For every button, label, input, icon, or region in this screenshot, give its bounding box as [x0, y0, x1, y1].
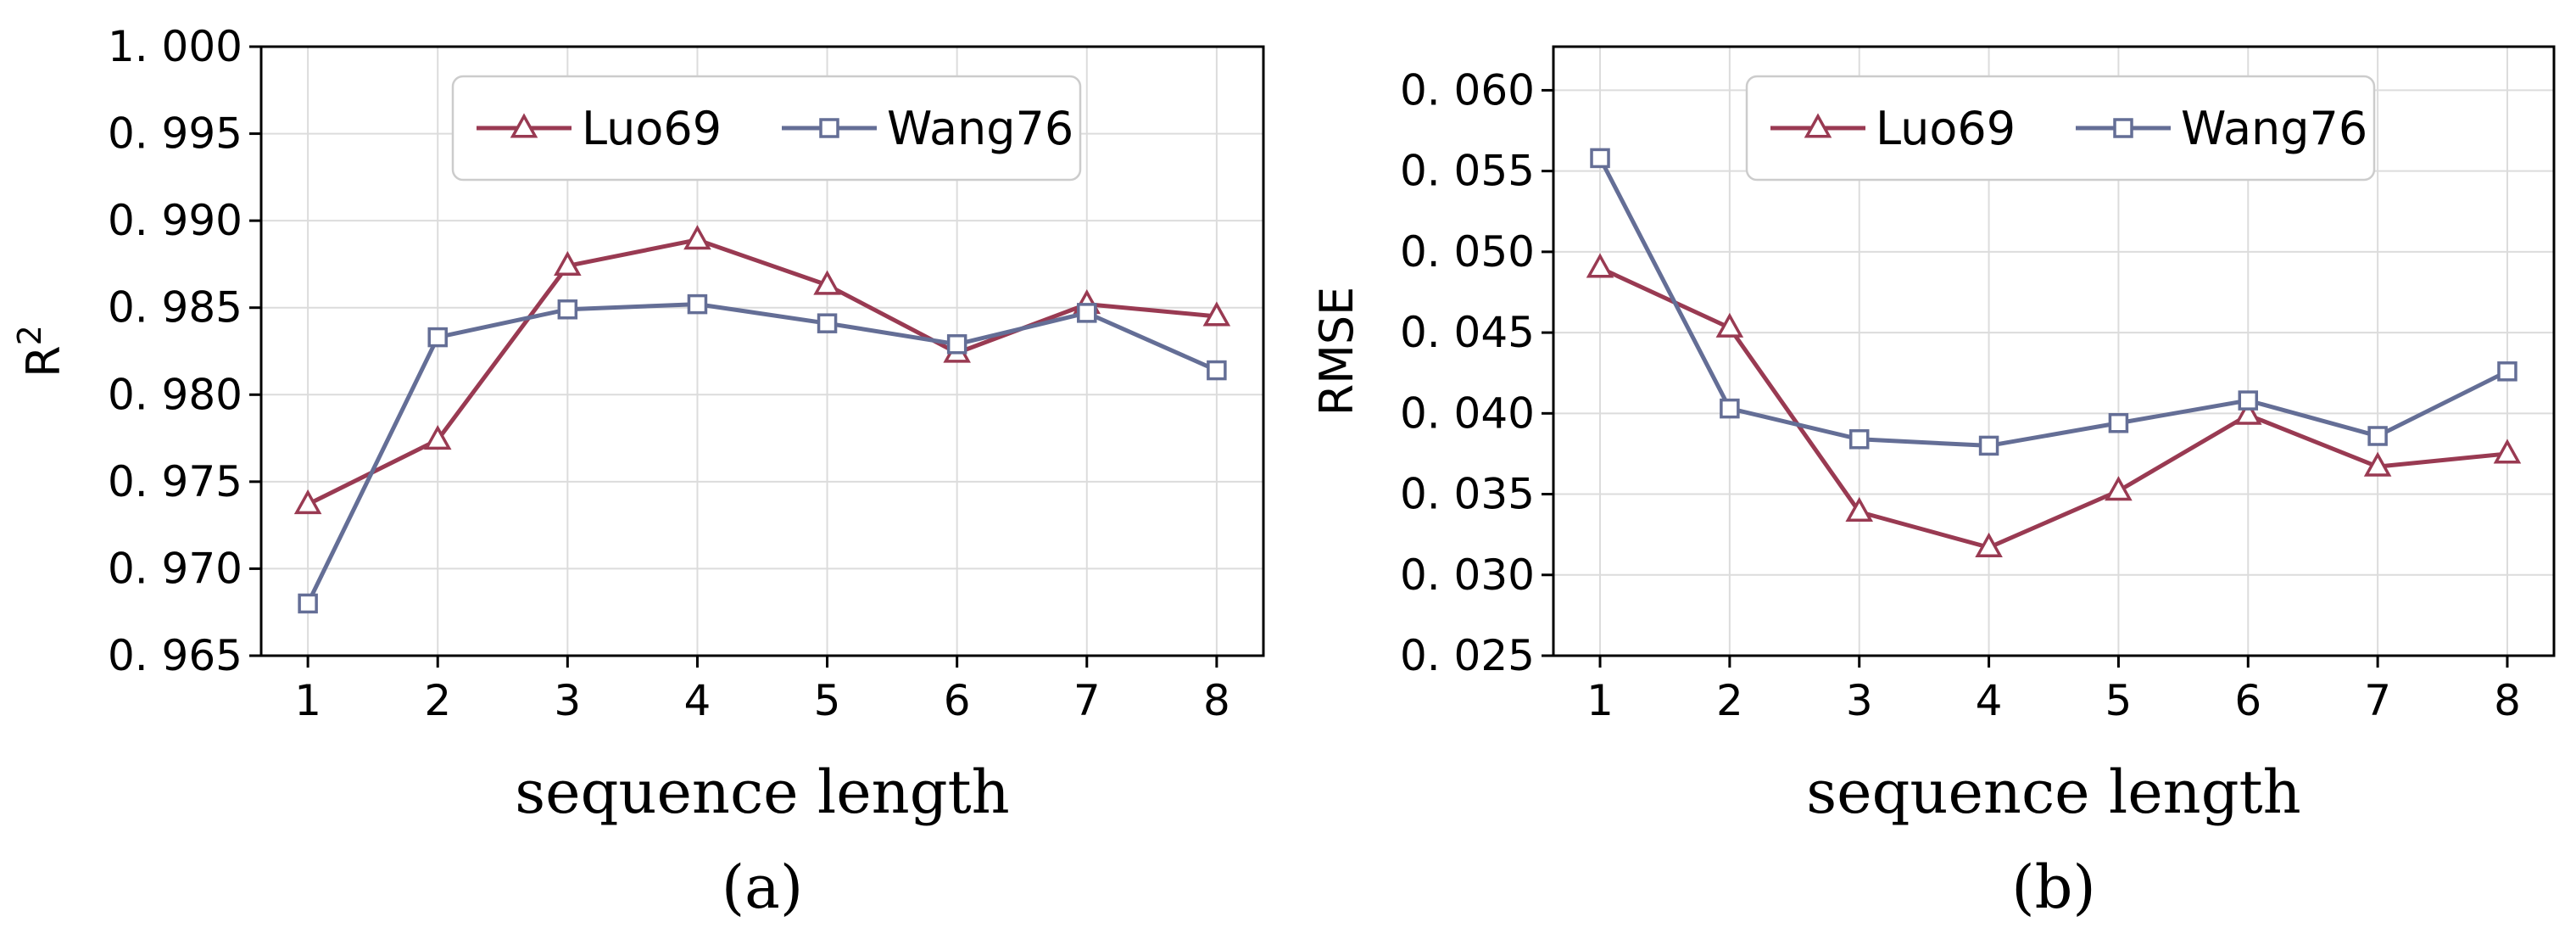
data-point-wang76 — [1978, 435, 1999, 456]
series-line-wang76 — [1597, 157, 2509, 448]
legend: Luo69 Wang76 — [1745, 75, 2376, 182]
data-point-wang76 — [1720, 398, 1740, 419]
data-point-luo69 — [1202, 301, 1231, 327]
legend-box — [1745, 75, 2376, 182]
data-point-wang76 — [1590, 148, 1610, 169]
data-point-wang76 — [817, 313, 838, 333]
y-tick-label: 0. 975 — [108, 457, 243, 506]
y-tick-label: 0. 045 — [1400, 308, 1535, 357]
data-point-wang76 — [2238, 390, 2259, 411]
x-tick-label: 3 — [1846, 676, 1873, 725]
legend-label-luo69: Luo69 — [582, 102, 722, 155]
data-point-luo69 — [2233, 400, 2262, 425]
y-tick-label: 0. 060 — [1400, 65, 1535, 115]
chart-panel-b: 0. 025 0. 030 0. 035 0. 040 0. 045 0. 050 0. 0… — [1310, 45, 2556, 922]
data-point-wang76 — [1207, 360, 1227, 381]
legend: Luo69 Wang76 — [451, 75, 1082, 182]
x-axis-label: sequence length — [1806, 757, 2301, 827]
legend-label-wang76: Wang76 — [887, 102, 1073, 155]
legend-label-luo69: Luo69 — [1876, 102, 2016, 155]
data-point-luo69 — [683, 225, 711, 250]
data-point-wang76 — [427, 327, 448, 348]
series-wang76 — [298, 293, 1227, 614]
y-tick-label: 0. 970 — [108, 544, 243, 593]
x-tick-label: 3 — [554, 676, 581, 725]
data-point-wang76 — [946, 334, 967, 355]
y-axis-label: RMSE — [1310, 287, 1363, 416]
y-tick-label: 0. 980 — [108, 370, 243, 419]
data-point-wang76 — [557, 299, 578, 320]
x-tick-label: 1 — [1586, 676, 1614, 725]
x-tick-label: 5 — [814, 676, 841, 725]
y-axis-label-superscript: 2 — [11, 325, 48, 345]
legend-marker-luo69 — [510, 113, 538, 138]
data-point-luo69 — [1586, 253, 1614, 278]
panel-label: (b) — [2011, 852, 2095, 922]
data-point-luo69 — [1845, 496, 1874, 523]
y-tick-label: 0. 040 — [1400, 388, 1535, 438]
y-tick-label: 0. 050 — [1400, 227, 1535, 277]
y-tick-label: 0. 035 — [1400, 470, 1535, 519]
y-tick-label: 0. 030 — [1400, 551, 1535, 600]
legend-marker-wang76 — [2113, 118, 2133, 138]
data-point-luo69 — [293, 489, 322, 515]
series-line-luo69 — [1598, 265, 2508, 550]
series-line-luo69 — [307, 238, 1218, 506]
series-wang76 — [1590, 148, 2517, 456]
data-point-luo69 — [1715, 312, 1744, 338]
y-tick-label: 0. 985 — [108, 283, 243, 333]
axes-frame — [1552, 45, 2556, 657]
data-point-wang76 — [2108, 413, 2129, 433]
y-tick-label: 0. 025 — [1400, 631, 1535, 680]
legend-label-wang76: Wang76 — [2181, 102, 2367, 155]
data-point-luo69 — [2493, 439, 2522, 464]
data-point-luo69 — [554, 250, 582, 277]
x-tick-label: 2 — [1716, 676, 1743, 725]
x-tick-label: 1 — [294, 676, 321, 725]
data-point-wang76 — [687, 293, 708, 315]
x-tick-label: 6 — [2234, 676, 2261, 725]
x-tick-label: 8 — [1203, 676, 1230, 725]
data-point-luo69 — [1975, 532, 2003, 557]
series-line-wang76 — [305, 302, 1218, 605]
data-point-luo69 — [813, 270, 841, 295]
data-point-luo69 — [2363, 451, 2392, 477]
data-point-wang76 — [1077, 303, 1097, 323]
y-tick-label: 0. 995 — [108, 109, 243, 159]
legend-marker-wang76 — [819, 118, 839, 138]
legend-marker-luo69 — [1804, 113, 1832, 138]
x-tick-label: 6 — [944, 676, 971, 725]
x-tick-label: 2 — [424, 676, 451, 725]
x-tick-label: 4 — [684, 676, 711, 725]
y-tick-label: 1. 000 — [108, 22, 243, 71]
data-point-luo69 — [2105, 476, 2133, 501]
x-tick-label: 5 — [2105, 676, 2133, 725]
data-point-wang76 — [298, 593, 318, 614]
data-point-wang76 — [2367, 426, 2388, 446]
series-luo69 — [1586, 253, 2522, 557]
y-tick-label: 0. 055 — [1400, 147, 1535, 196]
legend-box — [451, 75, 1082, 182]
x-tick-label: 8 — [2494, 676, 2521, 725]
x-tick-label: 4 — [1976, 676, 2003, 725]
y-tick-label: 0. 990 — [108, 196, 243, 245]
x-tick-label: 7 — [2364, 676, 2391, 725]
x-axis-label: sequence length — [515, 757, 1010, 827]
x-tick-label: 7 — [1073, 676, 1101, 725]
axes-frame — [259, 45, 1265, 657]
y-axis-label: R2 — [11, 325, 70, 377]
data-point-wang76 — [2497, 361, 2517, 382]
data-point-luo69 — [423, 425, 452, 450]
chart-panel-a: 0. 965 0. 970 0. 975 0. 980 0. 985 0. 990 0. 9… — [11, 22, 1265, 922]
series-luo69 — [293, 225, 1231, 515]
y-tick-label: 0. 965 — [108, 631, 243, 680]
panel-label: (a) — [722, 852, 803, 922]
data-point-wang76 — [1848, 429, 1870, 450]
